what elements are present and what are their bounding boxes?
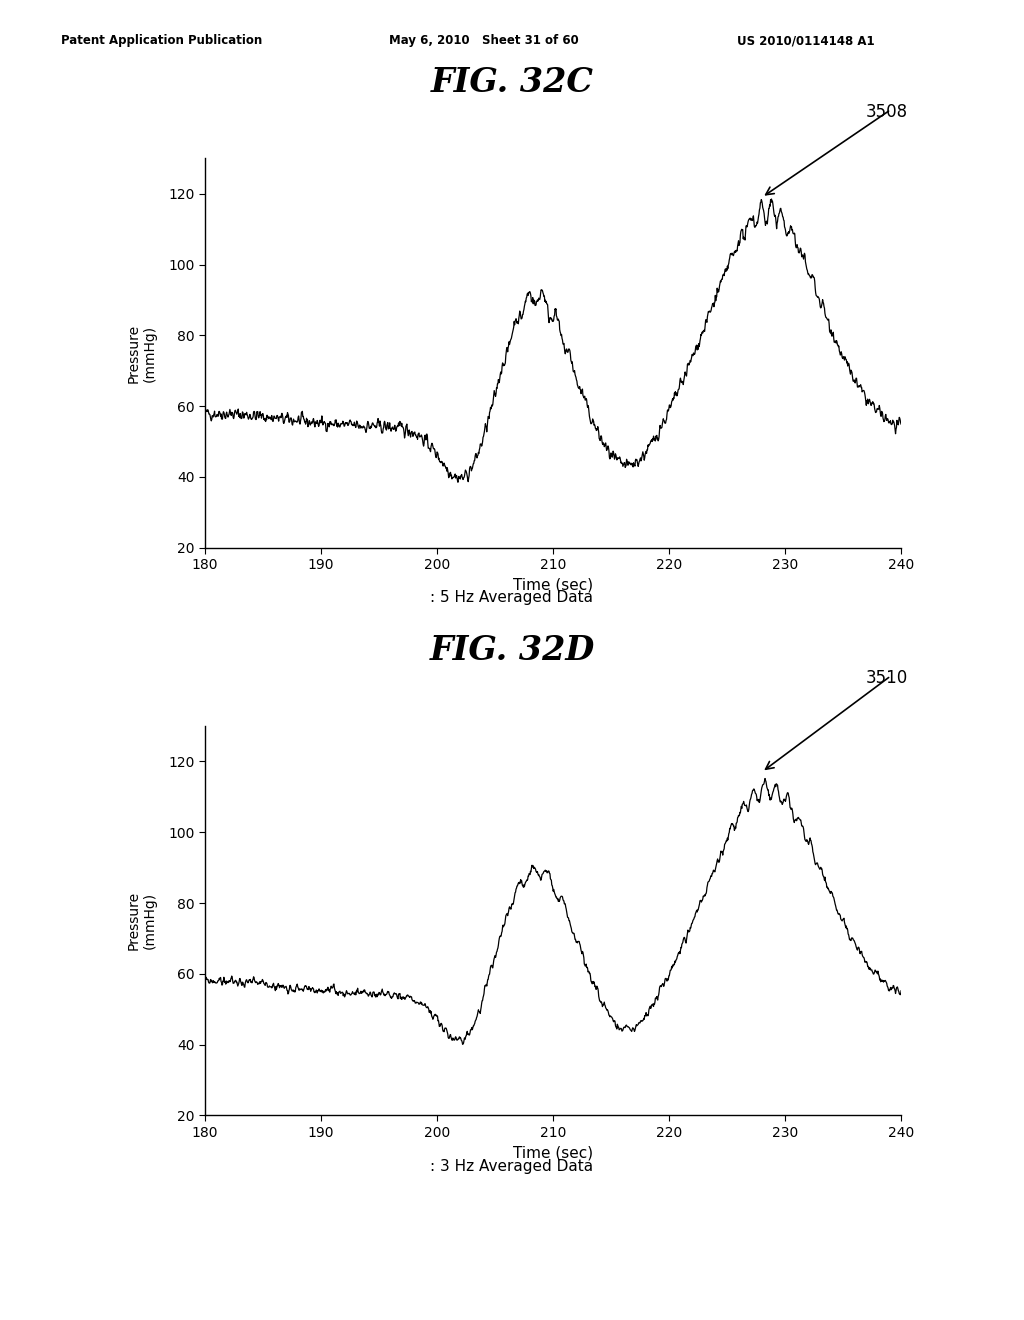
Text: FIG. 32D: FIG. 32D xyxy=(429,634,595,667)
Text: 3510: 3510 xyxy=(865,669,907,688)
Text: FIG. 32C: FIG. 32C xyxy=(430,66,594,99)
Text: : 3 Hz Averaged Data: : 3 Hz Averaged Data xyxy=(430,1159,594,1173)
Text: May 6, 2010   Sheet 31 of 60: May 6, 2010 Sheet 31 of 60 xyxy=(389,34,579,48)
X-axis label: Time (sec): Time (sec) xyxy=(513,578,593,593)
X-axis label: Time (sec): Time (sec) xyxy=(513,1146,593,1160)
Text: US 2010/0114148 A1: US 2010/0114148 A1 xyxy=(737,34,874,48)
Y-axis label: Pressure
(mmHg): Pressure (mmHg) xyxy=(127,891,157,950)
Text: : 5 Hz Averaged Data: : 5 Hz Averaged Data xyxy=(430,590,594,605)
Y-axis label: Pressure
(mmHg): Pressure (mmHg) xyxy=(127,323,157,383)
Text: Patent Application Publication: Patent Application Publication xyxy=(61,34,263,48)
Text: 3508: 3508 xyxy=(865,103,907,121)
